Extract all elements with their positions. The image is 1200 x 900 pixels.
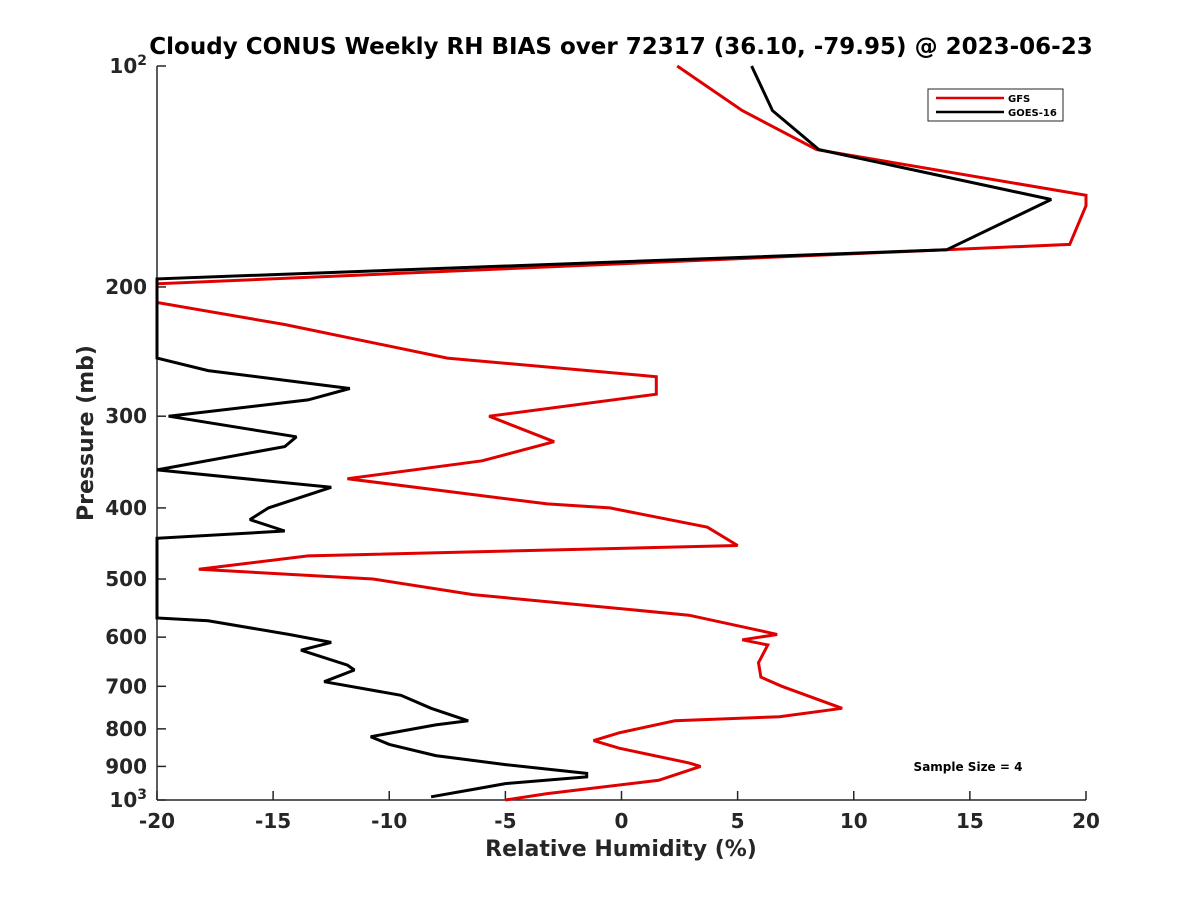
legend-label-gfs: GFS — [1008, 94, 1030, 105]
x-axis-label: Relative Humidity (%) — [485, 837, 757, 862]
y-tick-label: 300 — [105, 404, 147, 428]
y-tick-label: 500 — [105, 567, 147, 591]
y-tick-label: 400 — [105, 496, 147, 520]
y-tick-label: 600 — [105, 625, 147, 649]
y-ticks: 102 200 300 400 500 600 700 800 900 103 — [105, 53, 166, 812]
x-tick-label: -15 — [255, 809, 291, 833]
x-tick-label: 5 — [731, 809, 745, 833]
x-tick-label: -10 — [371, 809, 407, 833]
y-tick-label: 200 — [105, 275, 147, 299]
x-tick-label: -5 — [494, 809, 516, 833]
y-tick-label: 900 — [105, 754, 147, 778]
series-line-goes16 — [155, 65, 1052, 799]
legend-label-goes16: GOES-16 — [1008, 108, 1057, 119]
sample-size-annotation: Sample Size = 4 — [914, 760, 1023, 774]
x-tick-label: -20 — [139, 809, 175, 833]
y-tick-label: 800 — [105, 717, 147, 741]
y-tick-label: 103 — [109, 787, 147, 812]
x-tick-label: 10 — [840, 809, 868, 833]
plot-area — [157, 66, 1086, 800]
chart-title: Cloudy CONUS Weekly RH BIAS over 72317 (… — [149, 34, 1092, 60]
x-tick-label: 20 — [1072, 809, 1100, 833]
x-tick-label: 15 — [956, 809, 984, 833]
x-tick-label: 0 — [615, 809, 629, 833]
y-tick-label: 700 — [105, 674, 147, 698]
legend-box — [927, 88, 1064, 122]
x-ticks: -20 -15 -10 -5 0 5 10 15 20 — [139, 791, 1100, 833]
y-tick-label: 102 — [109, 53, 147, 78]
legend: GFS GOES-16 — [927, 88, 1064, 122]
y-axis-label: Pressure (mb) — [74, 345, 99, 521]
series-group — [155, 64, 1088, 802]
